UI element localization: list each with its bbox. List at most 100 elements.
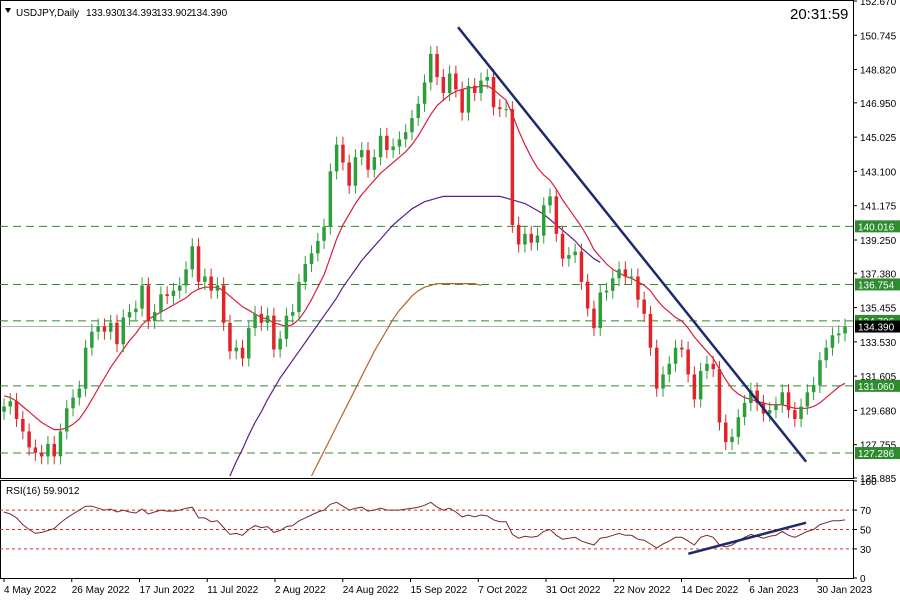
candle-body [799, 406, 803, 419]
candle-body [52, 443, 56, 457]
candle-body [284, 315, 289, 339]
candle-body [460, 89, 464, 113]
candle-body [793, 410, 797, 419]
y-tick-label: 148.820 [860, 66, 897, 77]
trendlines [457, 26, 808, 463]
candle-body [542, 205, 546, 236]
candle-body [322, 226, 326, 241]
candle-body [648, 313, 653, 348]
x-tick-label: 26 May 2022 [72, 585, 130, 596]
rsi-tick-label: 30 [860, 545, 872, 556]
candle-body [410, 118, 414, 133]
y-tick-label: 145.025 [860, 133, 897, 144]
candle-body [535, 235, 540, 243]
candle-body [661, 374, 665, 389]
candle-body [178, 285, 182, 291]
price-tag-bg [855, 379, 900, 392]
candle-body [341, 144, 345, 163]
candles [2, 45, 847, 465]
candle-body [598, 292, 602, 329]
x-tick-label: 31 Oct 2022 [546, 585, 601, 596]
candle-body [71, 397, 75, 409]
candle-body [165, 294, 169, 297]
candle-body [215, 285, 220, 291]
candle-body [8, 401, 12, 407]
candle-body [328, 171, 333, 227]
candle-body [422, 82, 427, 104]
x-tick-label: 4 May 2022 [4, 585, 57, 596]
x-tick-label: 11 Jul 2022 [207, 585, 258, 596]
candle-body [240, 347, 245, 359]
candle-body [360, 150, 364, 158]
candle-body [711, 363, 715, 370]
candle-body [780, 392, 784, 405]
dropdown-triangle-icon[interactable] [5, 8, 11, 13]
candle-body [372, 157, 377, 170]
candle-body [717, 369, 722, 423]
candle-body [228, 322, 232, 352]
price-panel-frame [0, 0, 854, 479]
candle-body [27, 431, 31, 448]
price-tag-bg [855, 320, 900, 333]
candle-body [786, 392, 791, 411]
candle-body [33, 447, 38, 453]
rsi-series [0, 501, 853, 555]
rsi-line [3, 501, 846, 549]
candle-body [818, 360, 822, 386]
rsi-tick-label: 0 [860, 574, 866, 585]
candle-body [121, 317, 125, 345]
candle-body [253, 313, 257, 329]
candle-body [479, 80, 483, 94]
candle-body [77, 388, 82, 398]
candle-body [209, 276, 213, 291]
candle-body [203, 276, 207, 282]
candle-body [259, 313, 264, 323]
candle-body [96, 326, 100, 332]
y-tick-label: 133.530 [860, 338, 897, 349]
candle-body [742, 402, 747, 418]
moving-average-line [310, 283, 482, 477]
candle-body [516, 224, 521, 245]
candle-body [510, 109, 515, 225]
x-tick-label: 15 Sep 2022 [411, 585, 468, 596]
candle-body [347, 162, 351, 186]
clock: 20:31:59 [790, 6, 848, 23]
candle-body [611, 278, 615, 291]
price-tag-label: 134.390 [858, 323, 895, 334]
y-tick-label: 152.670 [860, 0, 897, 8]
y-tick-label: 127.755 [860, 441, 897, 452]
rsi-tick-label: 50 [860, 526, 872, 537]
y-tick-label: 135.455 [860, 304, 897, 315]
candle-body [21, 419, 25, 432]
rsi-tick-label: 70 [860, 506, 872, 517]
moving-average-line [229, 195, 601, 477]
candle-body [140, 285, 144, 309]
price-tag-label: 140.016 [858, 222, 895, 233]
price-trendline [457, 26, 808, 463]
candle-body [58, 431, 63, 457]
candle-body [297, 281, 301, 313]
candle-body [146, 285, 151, 321]
candle-body [90, 331, 94, 348]
y-tick-label: 146.950 [860, 99, 897, 110]
candle-body [498, 107, 502, 110]
ohlc-high: 134.393 [121, 8, 158, 19]
candle-body [548, 196, 552, 206]
x-axis-ticks: 4 May 2022 26 May 2022 17 Jun 2022 11 Jul 2… [3, 578, 872, 596]
candle-body [604, 290, 609, 293]
x-tick-label: 14 Dec 2022 [682, 585, 739, 596]
candle-body [378, 135, 383, 158]
candle-body [184, 269, 188, 286]
candle-body [642, 299, 646, 314]
candle-body [811, 385, 816, 393]
ohlc-low: 133.902 [156, 8, 193, 19]
candle-body [272, 315, 276, 350]
candle-body [234, 347, 238, 352]
y-tick-label: 150.745 [860, 31, 897, 42]
candle-body [617, 269, 621, 279]
price-tag-bg [855, 220, 900, 233]
candle-body [560, 233, 565, 259]
candle-body [265, 315, 270, 323]
price-level-tags: 140.016136.754134.706131.060127.286134.3… [855, 220, 900, 460]
